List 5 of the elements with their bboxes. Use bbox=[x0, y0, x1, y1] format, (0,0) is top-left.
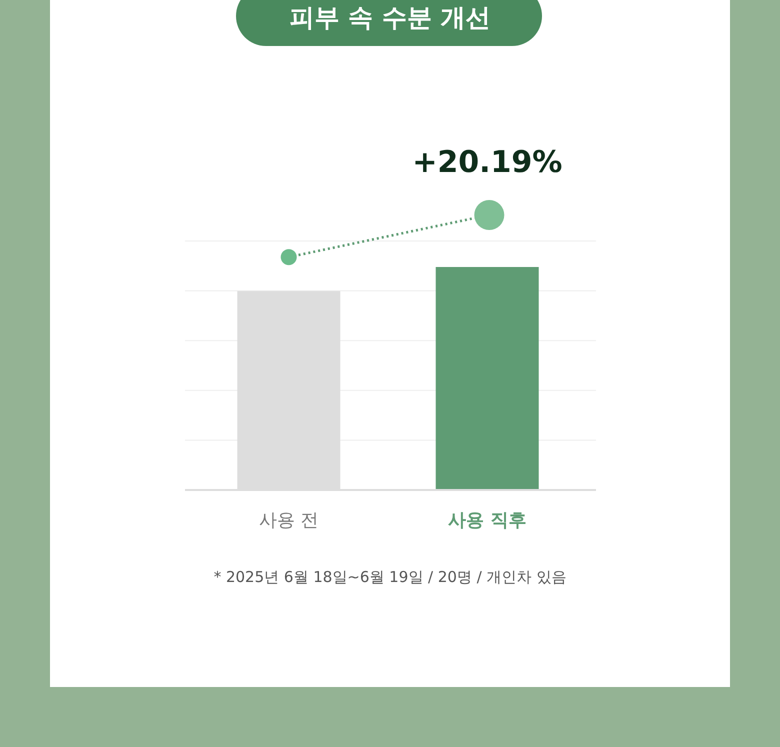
text: * 2025년 6월 18일~6월 19일 / 20명 / 개인차 있음 bbox=[214, 568, 566, 586]
chart-title: 피부 속 수분 개선 bbox=[289, 3, 491, 32]
x-tick-label: 사용 직후 bbox=[448, 510, 526, 531]
x-tick-label: 사용 전 bbox=[258, 510, 319, 531]
text: +20.19% bbox=[412, 145, 562, 180]
